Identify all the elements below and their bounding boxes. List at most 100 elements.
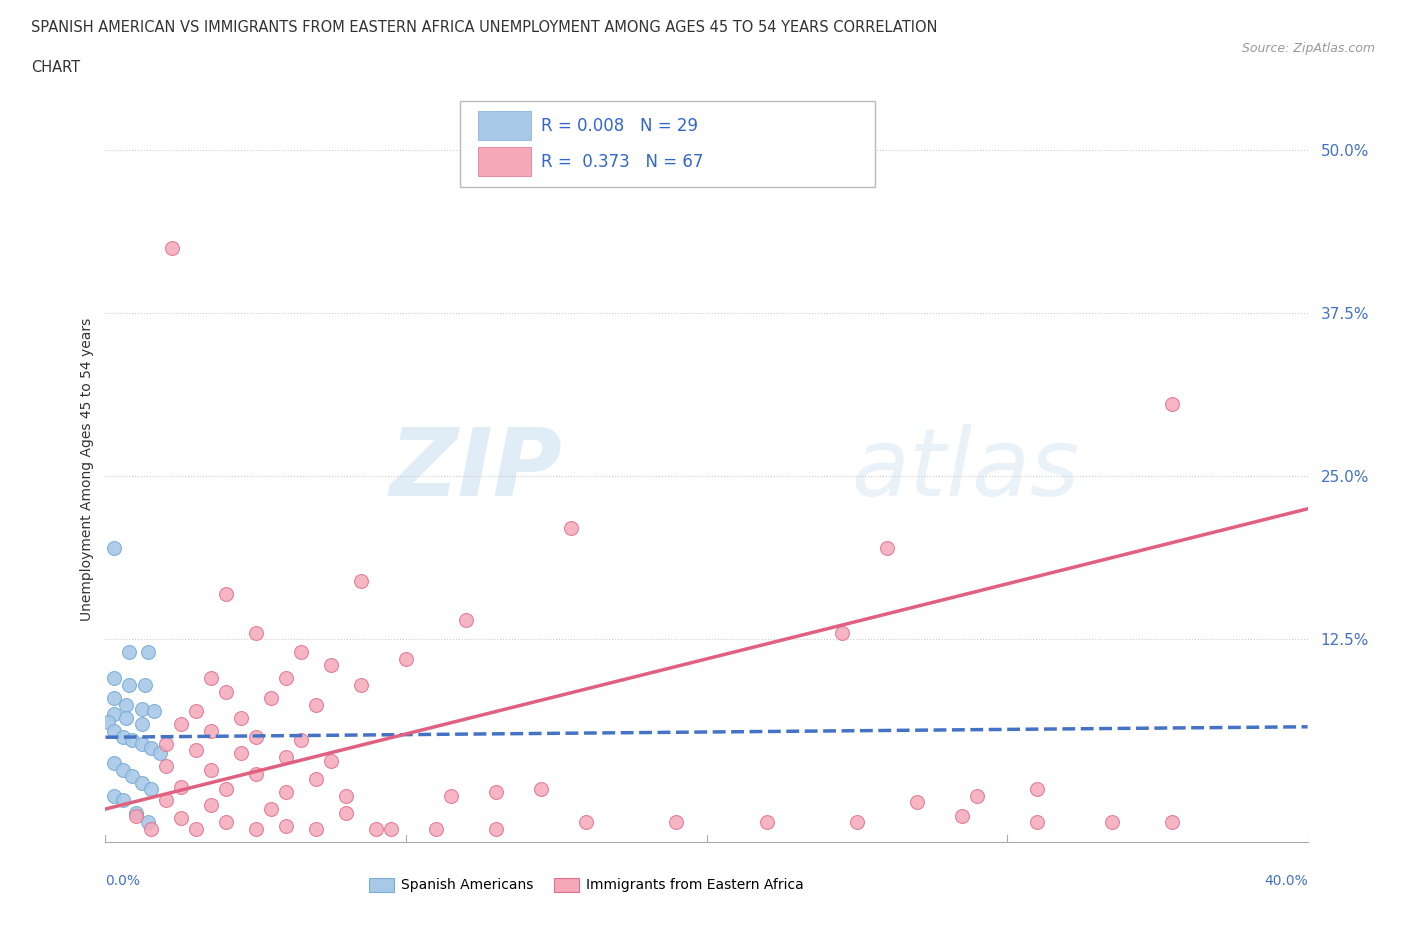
FancyBboxPatch shape [460, 101, 875, 187]
Point [290, 644, 312, 659]
Point [124, 808, 146, 823]
Point [103, 724, 125, 738]
Point [112, 763, 135, 777]
Point [134, 678, 156, 693]
Point [155, 792, 177, 807]
Point [124, 805, 146, 820]
Text: R = 0.008   N = 29: R = 0.008 N = 29 [541, 117, 697, 135]
Point [305, 821, 328, 836]
Point [169, 779, 191, 794]
Text: R =  0.373   N = 67: R = 0.373 N = 67 [541, 153, 703, 170]
Point [395, 652, 418, 667]
Point [845, 815, 868, 830]
Point [103, 789, 125, 804]
Point [184, 704, 207, 719]
Point [665, 815, 688, 830]
Point [200, 724, 222, 738]
Point [115, 698, 138, 712]
Point [274, 785, 297, 800]
Point [1026, 782, 1049, 797]
Point [200, 671, 222, 686]
Point [560, 521, 582, 536]
Point [115, 711, 138, 725]
Point [121, 769, 143, 784]
Point [1161, 397, 1184, 412]
Point [876, 540, 898, 555]
Point [103, 540, 125, 555]
Point [260, 802, 283, 817]
Point [200, 798, 222, 813]
Point [169, 811, 191, 826]
Point [118, 678, 141, 693]
Point [139, 782, 162, 797]
Point [305, 698, 328, 712]
Text: 40.0%: 40.0% [1264, 874, 1308, 888]
Point [305, 772, 328, 787]
Point [142, 704, 165, 719]
Point [214, 815, 236, 830]
Text: ZIP: ZIP [389, 424, 562, 515]
Point [131, 717, 153, 732]
Point [274, 818, 297, 833]
Point [966, 789, 988, 804]
Point [131, 776, 153, 790]
Point [245, 730, 267, 745]
Point [575, 815, 598, 830]
Point [274, 671, 297, 686]
Point [1026, 815, 1049, 830]
Y-axis label: Unemployment Among Ages 45 to 54 years: Unemployment Among Ages 45 to 54 years [80, 318, 94, 621]
Point [155, 737, 177, 751]
Point [485, 785, 508, 800]
Text: CHART: CHART [31, 60, 80, 75]
Point [103, 756, 125, 771]
Point [229, 711, 252, 725]
Point [274, 750, 297, 764]
FancyBboxPatch shape [478, 147, 531, 176]
Point [112, 730, 135, 745]
Point [121, 733, 143, 748]
Point [103, 691, 125, 706]
Point [160, 240, 183, 255]
Point [200, 763, 222, 777]
Point [184, 821, 207, 836]
Point [148, 746, 170, 761]
Point [184, 743, 207, 758]
Point [136, 644, 159, 659]
Point [364, 821, 387, 836]
Point [335, 805, 357, 820]
Point [214, 782, 236, 797]
Point [425, 821, 447, 836]
Point [112, 792, 135, 807]
Point [97, 714, 120, 729]
Point [380, 821, 402, 836]
Point [245, 821, 267, 836]
Point [139, 740, 162, 755]
Point [350, 573, 373, 588]
Point [319, 753, 342, 768]
FancyBboxPatch shape [478, 111, 531, 140]
Point [260, 691, 283, 706]
Point [131, 701, 153, 716]
Text: Source: ZipAtlas.com: Source: ZipAtlas.com [1241, 42, 1375, 55]
Point [319, 658, 342, 673]
Point [1161, 815, 1184, 830]
Point [169, 717, 191, 732]
Point [454, 612, 477, 627]
Text: atlas: atlas [851, 424, 1078, 515]
Point [155, 759, 177, 774]
Point [831, 625, 853, 640]
Point [755, 815, 778, 830]
Point [1101, 815, 1123, 830]
Point [485, 821, 508, 836]
Point [214, 684, 236, 699]
Point [290, 733, 312, 748]
Point [136, 815, 159, 830]
Point [139, 821, 162, 836]
Point [214, 586, 236, 601]
Point [131, 737, 153, 751]
Point [905, 795, 928, 810]
Point [245, 766, 267, 781]
Text: 0.0%: 0.0% [105, 874, 141, 888]
Point [103, 671, 125, 686]
Point [950, 808, 973, 823]
